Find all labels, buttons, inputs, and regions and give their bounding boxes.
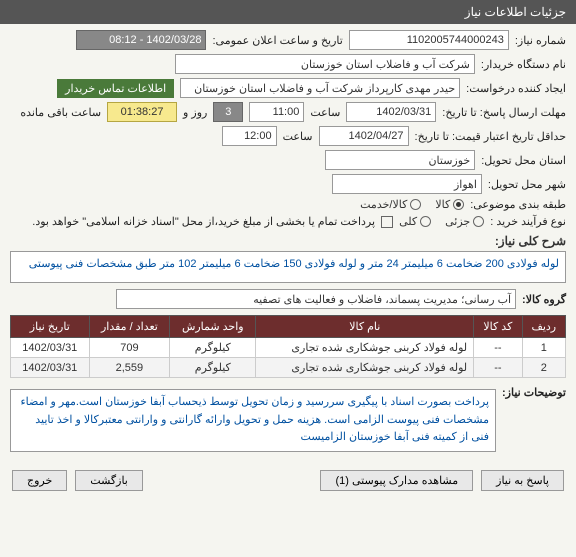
th-unit: واحد شمارش: [170, 316, 256, 338]
reply-button[interactable]: پاسخ به نیاز: [481, 470, 564, 491]
details-panel: جزئیات اطلاعات نیاز شماره نیاز: 11020057…: [0, 0, 576, 499]
need-no-label: شماره نیاز:: [515, 34, 566, 47]
announce-label: تاریخ و ساعت اعلان عمومی:: [212, 34, 342, 47]
time-label-2: ساعت: [283, 130, 313, 143]
purchase-checkbox[interactable]: [381, 216, 393, 228]
form-area: شماره نیاز: 1102005744000243 تاریخ و ساع…: [0, 24, 576, 462]
purchase-type-radio-group: جزئی کلی: [399, 215, 484, 228]
th-qty: تعداد / مقدار: [89, 316, 170, 338]
radio-partial[interactable]: جزئی: [445, 215, 484, 228]
footer-buttons: پاسخ به نیاز مشاهده مدارک پیوستی (1) باز…: [0, 462, 576, 499]
group-label: گروه کالا:: [522, 293, 566, 306]
radio-goods[interactable]: کالا: [435, 198, 464, 211]
province-field: خوزستان: [325, 150, 475, 170]
validity-date-field: 1402/04/27: [319, 126, 409, 146]
requester-field: حیدر مهدی کارپرداز شرکت آب و فاضلاب استا…: [180, 78, 460, 98]
cell: --: [474, 338, 522, 358]
panel-title: جزئیات اطلاعات نیاز: [0, 0, 576, 24]
table-header-row: ردیف کد کالا نام کالا واحد شمارش تعداد /…: [11, 316, 566, 338]
need-no-field: 1102005744000243: [349, 30, 509, 50]
radio-service[interactable]: کالا/خدمت: [360, 198, 421, 211]
radio-unchecked-icon: [410, 199, 421, 210]
cell: 2,559: [89, 358, 170, 378]
city-field: اهواز: [332, 174, 482, 194]
radio-unchecked-icon: [420, 216, 431, 227]
deadline-label: مهلت ارسال پاسخ: تا تاریخ:: [442, 106, 566, 119]
th-code: کد کالا: [474, 316, 522, 338]
category-label: طبقه بندی موضوعی:: [470, 198, 566, 211]
cell: --: [474, 358, 522, 378]
cell: کیلوگرم: [170, 338, 256, 358]
th-date: تاریخ نیاز: [11, 316, 90, 338]
radio-checked-icon: [453, 199, 464, 210]
summary-box: لوله فولادی 200 ضخامت 6 میلیمتر 24 متر و…: [10, 251, 566, 283]
cell: 1402/03/31: [11, 338, 90, 358]
deadline-time-field: 11:00: [249, 102, 304, 122]
cell: 1: [522, 338, 565, 358]
cell: 1402/03/31: [11, 358, 90, 378]
announce-field: 1402/03/28 - 08:12: [76, 30, 206, 50]
exit-button[interactable]: خروج: [12, 470, 67, 491]
th-name: نام کالا: [256, 316, 474, 338]
time-label-1: ساعت: [310, 106, 340, 119]
attachments-button[interactable]: مشاهده مدارک پیوستی (1): [320, 470, 473, 491]
day-label: روز و: [183, 106, 207, 119]
purchase-type-label: نوع فرآیند خرید :: [490, 215, 566, 228]
notes-label: توضیحات نیاز:: [502, 386, 566, 399]
cell: 2: [522, 358, 565, 378]
radio-goods-label: کالا: [435, 198, 450, 211]
category-radio-group: کالا کالا/خدمت: [360, 198, 464, 211]
th-row: ردیف: [522, 316, 565, 338]
buyer-field: شرکت آب و فاضلاب استان خوزستان: [175, 54, 475, 74]
back-button[interactable]: بازگشت: [75, 470, 143, 491]
radio-partial-label: جزئی: [445, 215, 470, 228]
table-row[interactable]: 2 -- لوله فولاد کربنی جوشکاری شده تجاری …: [11, 358, 566, 378]
radio-full[interactable]: کلی: [399, 215, 431, 228]
radio-service-label: کالا/خدمت: [360, 198, 407, 211]
items-table: ردیف کد کالا نام کالا واحد شمارش تعداد /…: [10, 315, 566, 378]
remain-label: ساعت باقی مانده: [20, 106, 101, 119]
city-label: شهر محل تحویل:: [488, 178, 566, 191]
buyer-label: نام دستگاه خریدار:: [481, 58, 566, 71]
deadline-date-field: 1402/03/31: [346, 102, 436, 122]
radio-unchecked-icon: [473, 216, 484, 227]
countdown-field: 01:38:27: [107, 102, 177, 122]
requester-label: ایجاد کننده درخواست:: [466, 82, 566, 95]
cell: 709: [89, 338, 170, 358]
contact-buyer-button[interactable]: اطلاعات تماس خریدار: [57, 79, 174, 98]
days-field: 3: [213, 102, 243, 122]
validity-label: حداقل تاریخ اعتبار قیمت: تا تاریخ:: [415, 130, 566, 143]
cell: لوله فولاد کربنی جوشکاری شده تجاری: [256, 338, 474, 358]
purchase-note: پرداخت تمام یا بخشی از مبلغ خرید،از محل …: [32, 215, 375, 228]
validity-time-field: 12:00: [222, 126, 277, 146]
province-label: استان محل تحویل:: [481, 154, 566, 167]
table-row[interactable]: 1 -- لوله فولاد کربنی جوشکاری شده تجاری …: [11, 338, 566, 358]
group-field: آب رسانی؛ مدیریت پسماند، فاضلاب و فعالیت…: [116, 289, 516, 309]
notes-box: پرداخت بصورت اسناد با پیگیری سررسید و زم…: [10, 389, 496, 452]
radio-full-label: کلی: [399, 215, 417, 228]
cell: کیلوگرم: [170, 358, 256, 378]
cell: لوله فولاد کربنی جوشکاری شده تجاری: [256, 358, 474, 378]
summary-title: شرح کلی نیاز:: [10, 234, 566, 248]
